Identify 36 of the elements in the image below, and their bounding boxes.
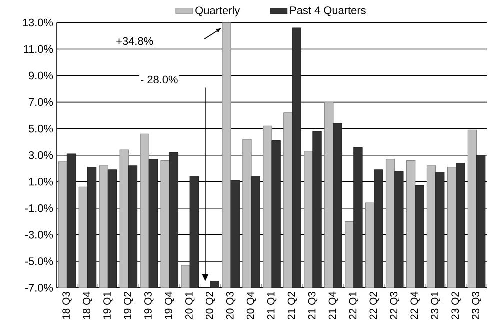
annotation: - 28.0%: [140, 76, 178, 84]
x-tick-label: 20 Q4: [246, 292, 256, 320]
x-tick-label: 21 Q4: [328, 292, 338, 320]
x-tick-label: 20 Q1: [185, 292, 195, 320]
y-tick-label: 1.0%: [29, 178, 54, 186]
x-tick-label: 23 Q1: [431, 292, 440, 320]
y-tick-label: -7.0%: [25, 284, 54, 292]
y-tick-label: 13.0%: [23, 18, 54, 27]
annotation: +34.8%: [116, 37, 154, 46]
x-tick-label: 18 Q3: [62, 292, 72, 320]
y-tick-label: -1.0%: [25, 204, 54, 212]
x-tick-label: 18 Q4: [83, 292, 92, 320]
x-tick-label: 21 Q3: [308, 292, 318, 320]
x-tick-label: 19 Q4: [164, 292, 174, 320]
x-tick-label: 20 Q3: [226, 292, 236, 320]
y-tick-label: -3.0%: [25, 231, 54, 239]
legend-label: Quarterly: [196, 6, 240, 17]
x-tick-label: 23 Q3: [472, 292, 482, 320]
x-tick-label: 21 Q2: [288, 292, 298, 320]
y-tick-label: 5.0%: [28, 124, 54, 133]
x-tick-label: 22 Q4: [410, 292, 420, 320]
x-tick-label: 22 Q2: [370, 292, 380, 320]
x-tick-label: 22 Q1: [349, 292, 359, 320]
y-tick-label: 3.0%: [28, 151, 54, 160]
x-tick-label: 19 Q3: [144, 292, 154, 320]
y-tick-label: 11.0%: [24, 45, 54, 54]
y-tick-label: -5.0%: [25, 258, 54, 266]
x-tick-label: 19 Q1: [104, 292, 113, 320]
x-tick-label: 23 Q2: [452, 292, 461, 320]
x-tick-label: 21 Q1: [267, 292, 277, 320]
legend-label: Past 4 Quarters: [290, 6, 366, 16]
y-tick-label: 9.0%: [29, 72, 54, 80]
x-tick-label: 22 Q3: [390, 292, 400, 320]
x-tick-label: 20 Q2: [206, 292, 216, 320]
x-tick-label: 19 Q2: [124, 292, 134, 320]
y-tick-label: 7.0%: [29, 98, 54, 106]
